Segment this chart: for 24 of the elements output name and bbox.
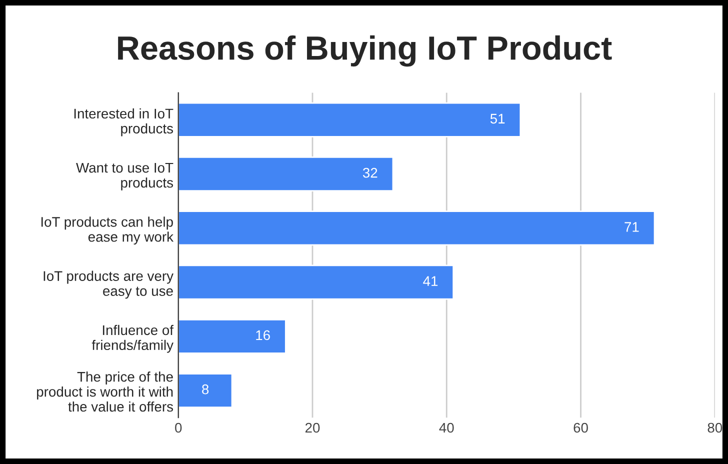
data-label: 41 [423, 276, 438, 286]
bar [178, 373, 233, 408]
chart-title: Reasons of Buying IoT Product [118, 35, 612, 67]
x-tick-label: 0 [175, 422, 182, 433]
data-label: 16 [256, 330, 270, 340]
x-tick-label: 20 [305, 422, 320, 433]
bar [178, 156, 394, 192]
x-tick-label: 40 [439, 422, 454, 433]
y-tick-label: Interested in IoT products [74, 108, 174, 136]
bar [178, 318, 286, 354]
data-label: 51 [490, 114, 505, 124]
data-label: 8 [202, 384, 209, 394]
data-label: 32 [362, 168, 378, 178]
x-tick-label: 60 [574, 422, 588, 433]
bar [178, 102, 522, 138]
y-tick-label: IoT products can help ease my work [41, 216, 174, 245]
x-tick-label: 80 [708, 422, 722, 433]
bar [178, 264, 454, 300]
y-tick-label: The price of the product is worth it with the value it offers [37, 372, 174, 412]
y-tick-label: Influence of friends/family [92, 324, 174, 353]
y-tick-label: IoT products are very easy to use [44, 270, 174, 299]
y-tick-label: Want to use IoT products [76, 163, 174, 190]
data-label: 71 [624, 222, 639, 232]
bar [178, 210, 656, 246]
